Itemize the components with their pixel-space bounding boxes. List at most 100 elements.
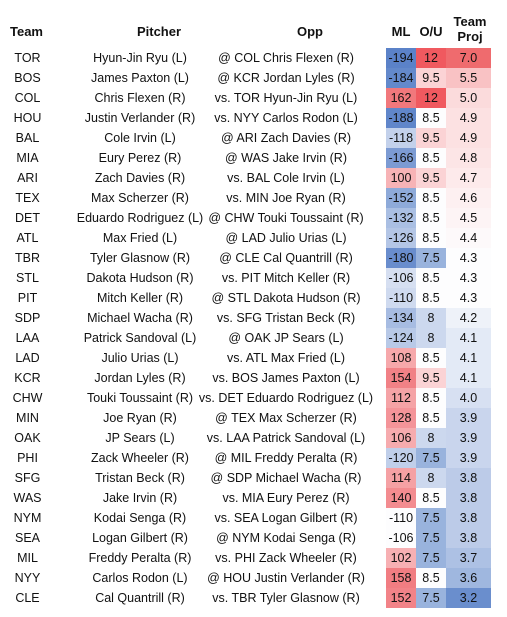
over-under-cell: 9.5 bbox=[416, 368, 446, 388]
team-proj-cell: 4.9 bbox=[446, 108, 491, 128]
moneyline-cell: -180 bbox=[386, 248, 416, 268]
pitcher-cell: Chris Flexen (R) bbox=[94, 91, 186, 105]
opponent-cell: @ TEX Max Scherzer (R) bbox=[215, 411, 357, 425]
moneyline-cell: 128 bbox=[386, 408, 416, 428]
team-proj-cell: 4.7 bbox=[446, 168, 491, 188]
opponent-cell: vs. ATL Max Fried (L) bbox=[226, 351, 346, 365]
over-under-cell: 8.5 bbox=[416, 288, 446, 308]
pitcher-cell: Mitch Keller (R) bbox=[96, 291, 184, 305]
moneyline-cell: 108 bbox=[386, 348, 416, 368]
pitcher-cell: Joe Ryan (R) bbox=[103, 411, 177, 425]
team-proj-cell: 4.0 bbox=[446, 388, 491, 408]
pitcher-cell: Cole Irvin (L) bbox=[104, 131, 176, 145]
team-cell: PHI bbox=[17, 451, 38, 465]
moneyline-cell: 154 bbox=[386, 368, 416, 388]
table-row: CLE Cal Quantrill (R) vs. TBR Tyler Glasno… bbox=[0, 588, 507, 608]
table-row: SEA Logan Gilbert (R) @ NYM Kodai Senga (R… bbox=[0, 528, 507, 548]
team-proj-cell: 3.6 bbox=[446, 568, 491, 588]
over-under-cell: 7.5 bbox=[416, 448, 446, 468]
team-proj-cell: 3.9 bbox=[446, 448, 491, 468]
over-under-cell: 8.5 bbox=[416, 148, 446, 168]
table-row: ATL Max Fried (L) @ LAD Julio Urias (L) -12… bbox=[0, 228, 507, 248]
team-cell: CHW bbox=[12, 391, 43, 405]
team-cell: SFG bbox=[14, 471, 41, 485]
table-row: WAS Jake Irvin (R) vs. MIA Eury Perez (R) 1… bbox=[0, 488, 507, 508]
team-proj-cell: 4.1 bbox=[446, 328, 491, 348]
moneyline-cell: -188 bbox=[386, 108, 416, 128]
opponent-cell: vs. NYY Carlos Rodon (L) bbox=[214, 111, 358, 125]
team-proj-cell: 4.3 bbox=[446, 288, 491, 308]
team-proj-cell: 4.4 bbox=[446, 228, 491, 248]
pitcher-cell: Hyun-Jin Ryu (L) bbox=[93, 51, 187, 65]
moneyline-cell: 152 bbox=[386, 588, 416, 608]
opponent-cell: vs. DET Eduardo Rodriguez (L) bbox=[198, 391, 374, 405]
opponent-cell: @ CHW Touki Toussaint (R) bbox=[208, 211, 364, 225]
over-under-cell: 8.5 bbox=[416, 108, 446, 128]
pitcher-cell: Patrick Sandoval (L) bbox=[83, 331, 197, 345]
table-row: MIA Eury Perez (R) @ WAS Jake Irvin (R) -16… bbox=[0, 148, 507, 168]
moneyline-cell: 102 bbox=[386, 548, 416, 568]
table-row: SDP Michael Wacha (R) vs. SFG Tristan Beck… bbox=[0, 308, 507, 328]
over-under-cell: 7.5 bbox=[416, 248, 446, 268]
table-row: NYY Carlos Rodon (L) @ HOU Justin Verlande… bbox=[0, 568, 507, 588]
team-proj-cell: 4.3 bbox=[446, 268, 491, 288]
header-row: Team Pitcher Opp ML O/U Team Proj bbox=[0, 0, 507, 48]
moneyline-cell: -194 bbox=[386, 48, 416, 68]
table-row: MIL Freddy Peralta (R) vs. PHI Zack Wheele… bbox=[0, 548, 507, 568]
table-row: ARI Zach Davies (R) vs. BAL Cole Irvin (L)… bbox=[0, 168, 507, 188]
pitcher-cell: Jake Irvin (R) bbox=[102, 491, 178, 505]
moneyline-cell: 162 bbox=[386, 88, 416, 108]
header-opp: Opp bbox=[297, 24, 323, 39]
opponent-cell: @ MIL Freddy Peralta (R) bbox=[214, 451, 358, 465]
over-under-cell: 8.5 bbox=[416, 348, 446, 368]
opponent-cell: vs. SFG Tristan Beck (R) bbox=[216, 311, 356, 325]
moneyline-cell: -106 bbox=[386, 268, 416, 288]
opponent-cell: @ NYM Kodai Senga (R) bbox=[216, 531, 356, 545]
opponent-cell: vs. LAA Patrick Sandoval (L) bbox=[206, 431, 366, 445]
over-under-cell: 8.5 bbox=[416, 568, 446, 588]
over-under-cell: 8.5 bbox=[416, 408, 446, 428]
opponent-cell: @ WAS Jake Irvin (R) bbox=[225, 151, 347, 165]
moneyline-cell: 112 bbox=[386, 388, 416, 408]
pitcher-cell: Eury Perez (R) bbox=[98, 151, 182, 165]
over-under-cell: 8 bbox=[416, 328, 446, 348]
pitcher-cell: Zach Davies (R) bbox=[94, 171, 186, 185]
opponent-cell: vs. MIN Joe Ryan (R) bbox=[226, 191, 346, 205]
pitcher-cell: Dakota Hudson (R) bbox=[86, 271, 194, 285]
opponent-cell: vs. PHI Zack Wheeler (R) bbox=[215, 551, 357, 565]
opponent-cell: vs. BAL Cole Irvin (L) bbox=[227, 171, 345, 185]
over-under-cell: 8 bbox=[416, 308, 446, 328]
team-proj-cell: 3.8 bbox=[446, 488, 491, 508]
team-proj-cell: 4.3 bbox=[446, 248, 491, 268]
over-under-cell: 12 bbox=[416, 88, 446, 108]
team-cell: ARI bbox=[17, 171, 38, 185]
over-under-cell: 8.5 bbox=[416, 208, 446, 228]
pitcher-cell: Carlos Rodon (L) bbox=[92, 571, 188, 585]
pitcher-cell: Logan Gilbert (R) bbox=[92, 531, 188, 545]
over-under-cell: 9.5 bbox=[416, 168, 446, 188]
moneyline-cell: -132 bbox=[386, 208, 416, 228]
table-row: LAA Patrick Sandoval (L) @ OAK JP Sears (L… bbox=[0, 328, 507, 348]
moneyline-cell: 106 bbox=[386, 428, 416, 448]
opponent-cell: @ OAK JP Sears (L) bbox=[228, 331, 344, 345]
over-under-cell: 9.5 bbox=[416, 68, 446, 88]
team-cell: ATL bbox=[16, 231, 39, 245]
team-proj-cell: 5.5 bbox=[446, 68, 491, 88]
header-ml: ML bbox=[391, 24, 411, 39]
team-cell: NYM bbox=[13, 511, 42, 525]
team-proj-cell: 4.6 bbox=[446, 188, 491, 208]
over-under-cell: 7.5 bbox=[416, 508, 446, 528]
pitcher-cell: Touki Toussaint (R) bbox=[86, 391, 194, 405]
pitcher-cell: Tyler Glasnow (R) bbox=[89, 251, 191, 265]
team-proj-cell: 3.2 bbox=[446, 588, 491, 608]
team-cell: LAD bbox=[15, 351, 40, 365]
team-cell: TOR bbox=[14, 51, 41, 65]
table-row: CHW Touki Toussaint (R) vs. DET Eduardo Ro… bbox=[0, 388, 507, 408]
moneyline-cell: -184 bbox=[386, 68, 416, 88]
over-under-cell: 12 bbox=[416, 48, 446, 68]
over-under-cell: 7.5 bbox=[416, 548, 446, 568]
moneyline-cell: 100 bbox=[386, 168, 416, 188]
pitcher-cell: Cal Quantrill (R) bbox=[95, 591, 185, 605]
team-cell: CLE bbox=[15, 591, 40, 605]
team-proj-cell: 7.0 bbox=[446, 48, 491, 68]
